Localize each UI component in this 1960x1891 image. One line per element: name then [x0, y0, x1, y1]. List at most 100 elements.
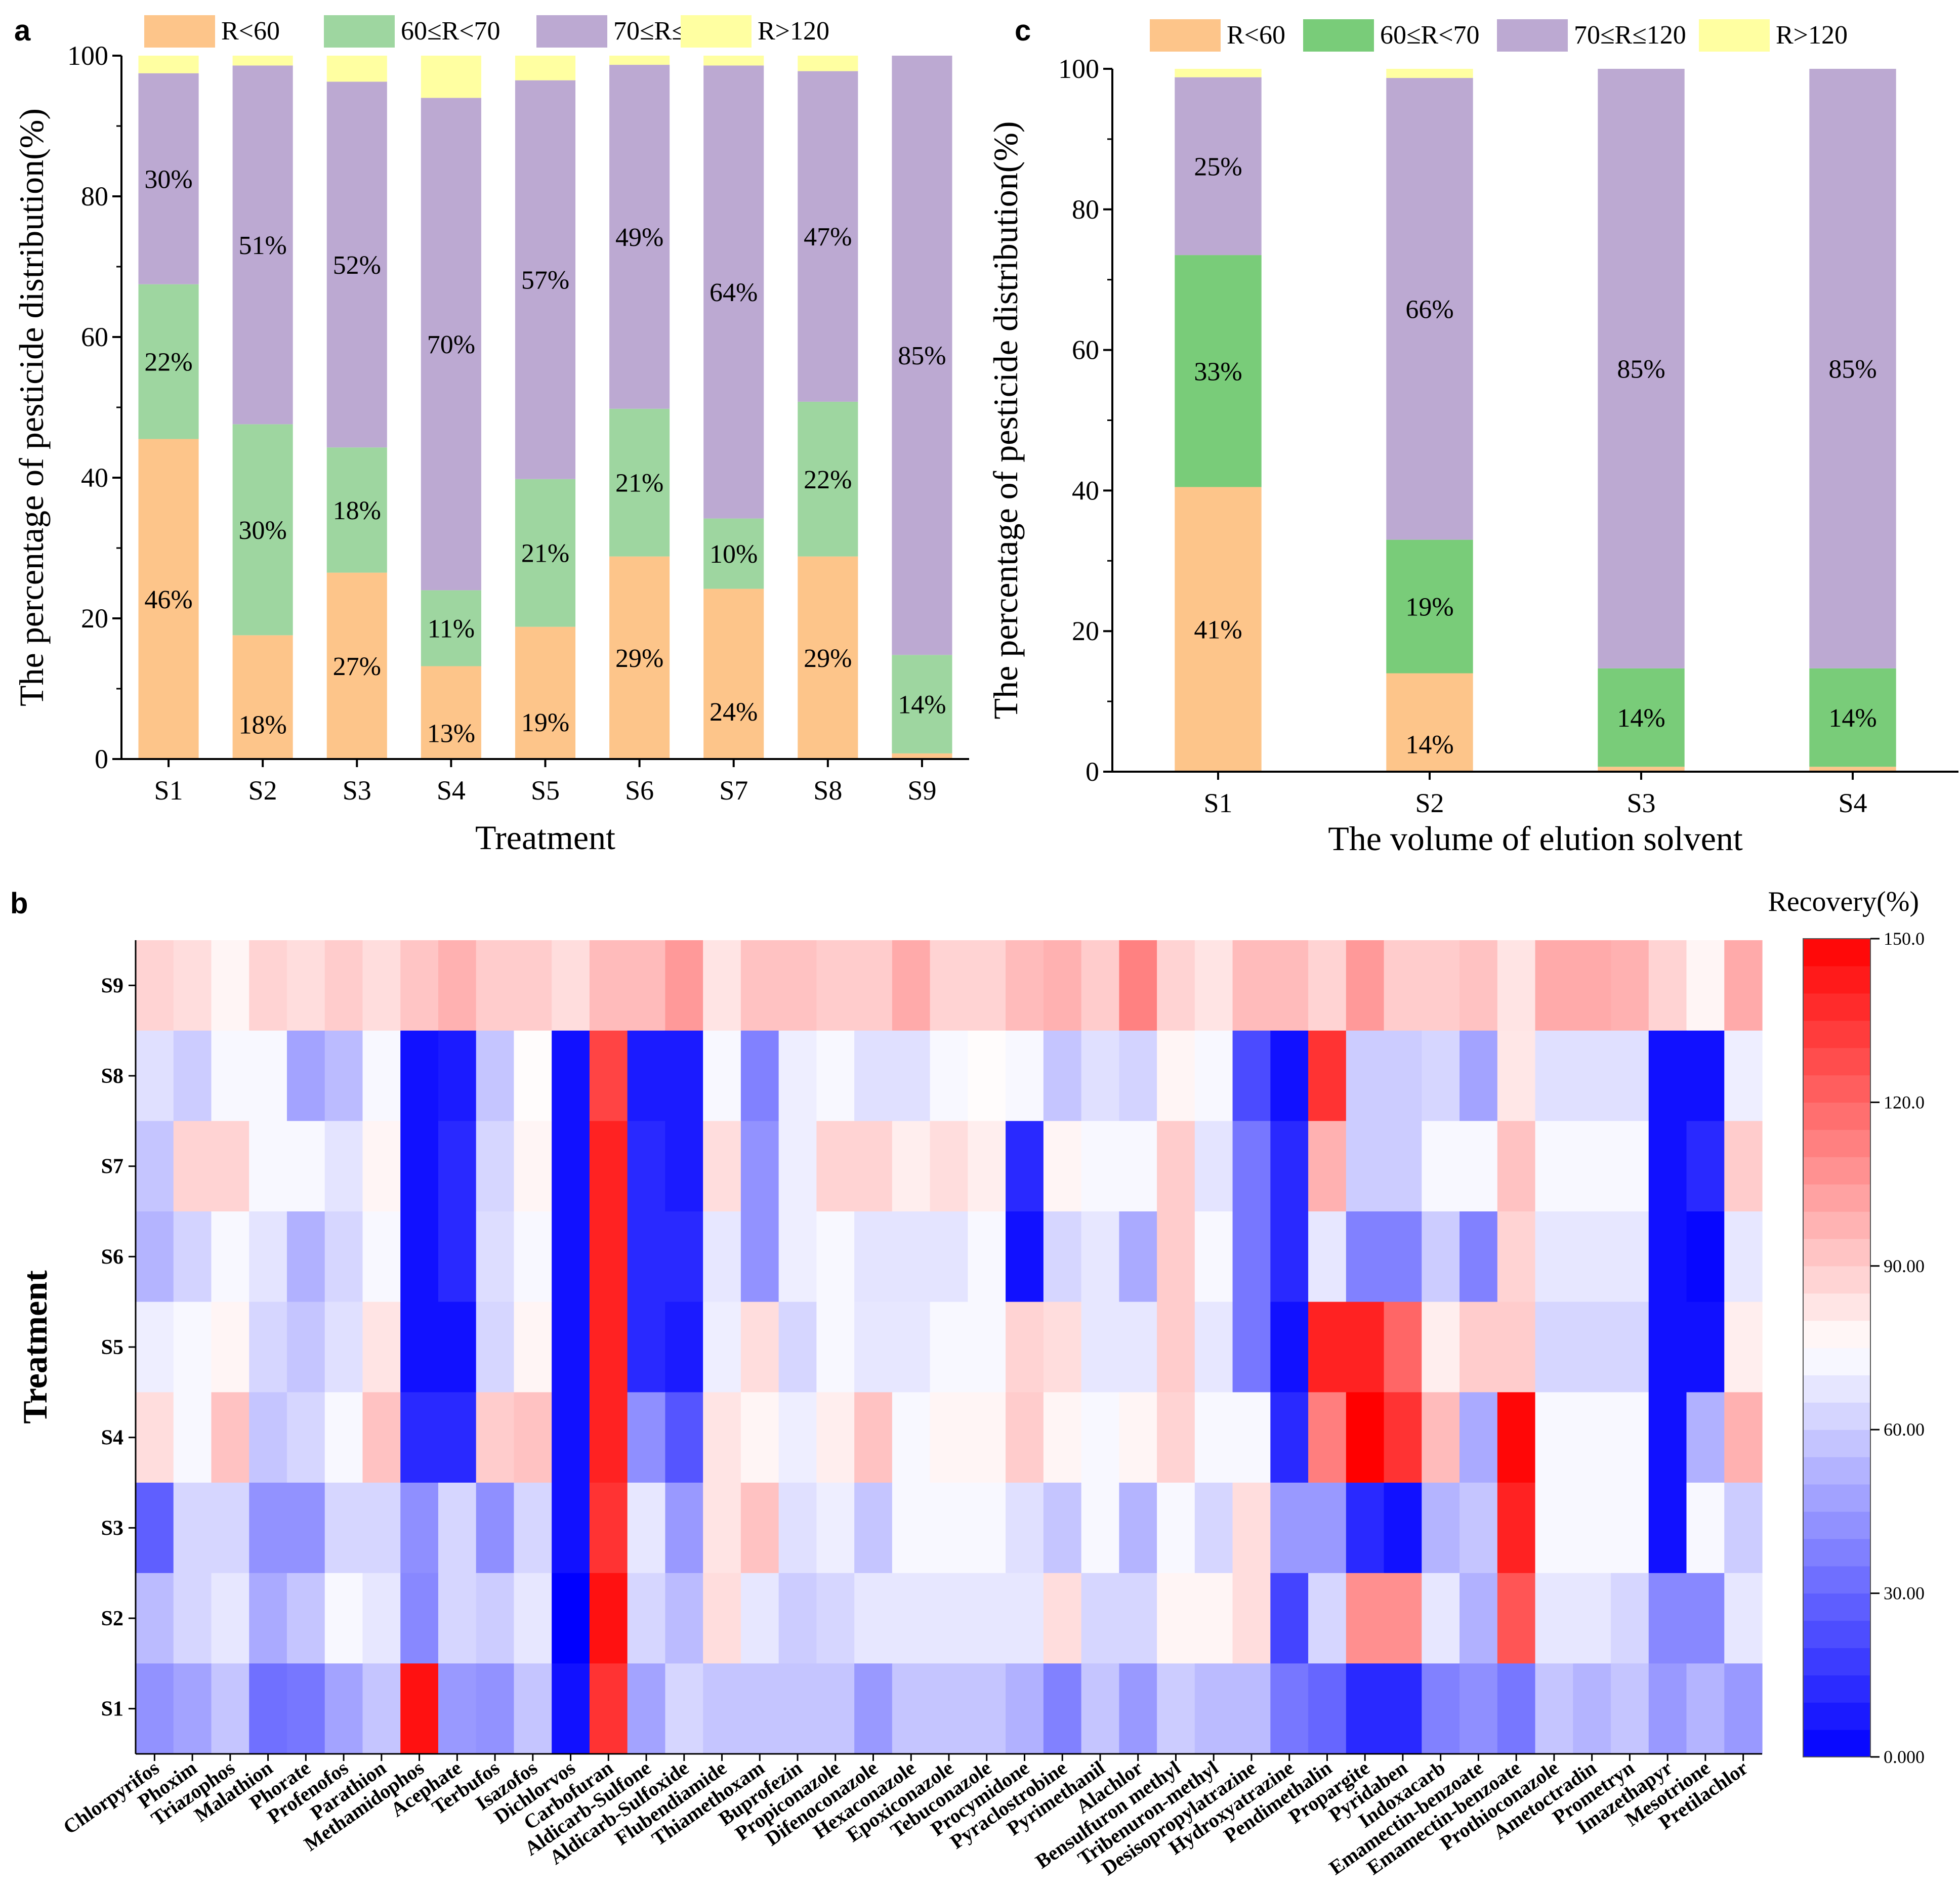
- heatmap-cell-S1-3: [249, 1663, 287, 1754]
- colorbar-step: [1803, 1566, 1870, 1594]
- legend-swatch-3: [1699, 19, 1770, 52]
- heatmap-cell-S6-40: [1648, 1211, 1687, 1302]
- heatmap-cell-S6-34: [1422, 1211, 1460, 1302]
- heatmap-cell-S7-33: [1384, 1121, 1422, 1212]
- heatmap-cell-S8-25: [1081, 1030, 1119, 1121]
- heatmap-cell-S7-10: [514, 1121, 552, 1212]
- heatmap-cell-S8-31: [1308, 1030, 1347, 1121]
- legend-label-3: R>120: [758, 17, 829, 46]
- heatmap-cell-S5-26: [1119, 1301, 1157, 1393]
- y-tick-label-100: 100: [1058, 54, 1099, 84]
- row-label-S6: S6: [101, 1245, 123, 1269]
- heatmap-cell-S7-20: [892, 1121, 931, 1212]
- heatmap-cell-S4-6: [362, 1392, 401, 1483]
- heatmap-cell-S6-3: [249, 1211, 287, 1302]
- heatmap-cell-S4-19: [854, 1392, 893, 1483]
- bar-segment-S9-0: [892, 753, 952, 759]
- heatmap-cell-S9-20: [892, 940, 931, 1031]
- heatmap-cell-S9-38: [1573, 940, 1611, 1031]
- heatmap-cell-S2-39: [1611, 1573, 1649, 1664]
- heatmap-cell-S5-40: [1648, 1301, 1687, 1393]
- y-tick-label-20: 20: [1072, 616, 1099, 646]
- heatmap-cell-S2-28: [1194, 1573, 1233, 1664]
- heatmap-cell-S2-19: [854, 1573, 893, 1664]
- heatmap-cell-S7-19: [854, 1121, 893, 1212]
- data-label-S4-2: 85%: [1828, 355, 1876, 384]
- heatmap-cell-S1-16: [740, 1663, 779, 1754]
- heatmap-cell-S4-14: [665, 1392, 703, 1483]
- heatmap-cell-S4-34: [1422, 1392, 1460, 1483]
- panel-letter-b: b: [10, 887, 28, 920]
- heatmap-cell-S2-21: [930, 1573, 968, 1664]
- heatmap-cell-S7-0: [136, 1121, 174, 1212]
- colorbar-step: [1803, 1402, 1870, 1430]
- bar-segment-S3-2: [326, 81, 387, 448]
- heatmap-cell-S1-37: [1535, 1663, 1573, 1754]
- x-tick-label-S4: S4: [437, 775, 466, 806]
- heatmap-cell-S8-0: [136, 1030, 174, 1121]
- heatmap-cell-S1-10: [514, 1663, 552, 1754]
- heatmap-cell-S7-34: [1422, 1121, 1460, 1212]
- heatmap-cell-S3-26: [1119, 1483, 1157, 1574]
- bar-segment-S8-0: [798, 556, 858, 759]
- heatmap-cell-S1-32: [1346, 1663, 1385, 1754]
- heatmap-cell-S4-1: [173, 1392, 212, 1483]
- bar-segment-S5-0: [515, 626, 576, 759]
- heatmap-cell-S4-9: [476, 1392, 515, 1483]
- heatmap-cell-S1-24: [1043, 1663, 1082, 1754]
- heatmap-cell-S6-42: [1724, 1211, 1763, 1302]
- heatmap-cell-S2-16: [740, 1573, 779, 1664]
- heatmap-cell-S8-32: [1346, 1030, 1385, 1121]
- heatmap-cell-S8-1: [173, 1030, 212, 1121]
- heatmap-cell-S9-25: [1081, 940, 1119, 1031]
- data-label-S2-2: 66%: [1405, 295, 1453, 324]
- heatmap-cell-S4-41: [1686, 1392, 1725, 1483]
- y-axis-title: The percentage of pesticide distribution…: [986, 121, 1025, 720]
- x-tick-label-S4: S4: [1838, 788, 1867, 818]
- heatmap-cell-S5-10: [514, 1301, 552, 1393]
- colorbar-tick-label-2: 60.00: [1884, 1419, 1925, 1440]
- heatmap-cell-S2-18: [816, 1573, 855, 1664]
- heatmap-cell-S7-39: [1611, 1121, 1649, 1212]
- heatmap-cell-S4-3: [249, 1392, 287, 1483]
- heatmap-cell-S3-24: [1043, 1483, 1082, 1574]
- bar-segment-S7-0: [703, 589, 764, 759]
- bar-segment-S3-3: [326, 56, 387, 82]
- bar-segment-S3-0: [326, 572, 387, 759]
- colorbar-tick-label-0: 0.000: [1884, 1747, 1925, 1767]
- x-tick-label-S1: S1: [1203, 788, 1232, 818]
- y-tick-label-60: 60: [1072, 335, 1099, 365]
- colorbar-step: [1803, 1320, 1870, 1349]
- heatmap-cell-S1-20: [892, 1663, 931, 1754]
- bar-segment-S2-3: [232, 56, 293, 66]
- heatmap-cell-S6-39: [1611, 1211, 1649, 1302]
- bar-segment-S1-0: [138, 439, 199, 759]
- heatmap-cell-S6-13: [627, 1211, 666, 1302]
- heatmap-cell-S2-0: [136, 1573, 174, 1664]
- bar-segment-S2-1: [1386, 539, 1473, 674]
- heatmap-cell-S5-28: [1194, 1301, 1233, 1393]
- heatmap-cell-S4-22: [968, 1392, 1006, 1483]
- heatmap-cell-S4-39: [1611, 1392, 1649, 1483]
- heatmap-cell-S4-11: [552, 1392, 590, 1483]
- heatmap-cell-S2-20: [892, 1573, 931, 1664]
- colorbar-step: [1803, 1129, 1870, 1157]
- heatmap-cell-S3-3: [249, 1483, 287, 1574]
- heatmap-cell-S4-8: [438, 1392, 477, 1483]
- heatmap-cell-S9-41: [1686, 940, 1725, 1031]
- heatmap-cell-S2-36: [1497, 1573, 1536, 1664]
- heatmap-cell-S1-4: [286, 1663, 325, 1754]
- heatmap-cell-S9-11: [552, 940, 590, 1031]
- heatmap-cell-S7-16: [740, 1121, 779, 1212]
- heatmap-cell-S3-6: [362, 1483, 401, 1574]
- heatmap-cell-S3-7: [400, 1483, 439, 1574]
- heatmap-cell-S7-27: [1157, 1121, 1195, 1212]
- heatmap-cell-S6-20: [892, 1211, 931, 1302]
- heatmap-cell-S5-32: [1346, 1301, 1385, 1393]
- heatmap-cell-S4-42: [1724, 1392, 1763, 1483]
- row-label-S8: S8: [101, 1065, 123, 1088]
- bar-segment-S4-2: [421, 98, 481, 591]
- heatmap-cell-S2-8: [438, 1573, 477, 1664]
- row-label-S9: S9: [101, 974, 123, 997]
- heatmap-cell-S6-18: [816, 1211, 855, 1302]
